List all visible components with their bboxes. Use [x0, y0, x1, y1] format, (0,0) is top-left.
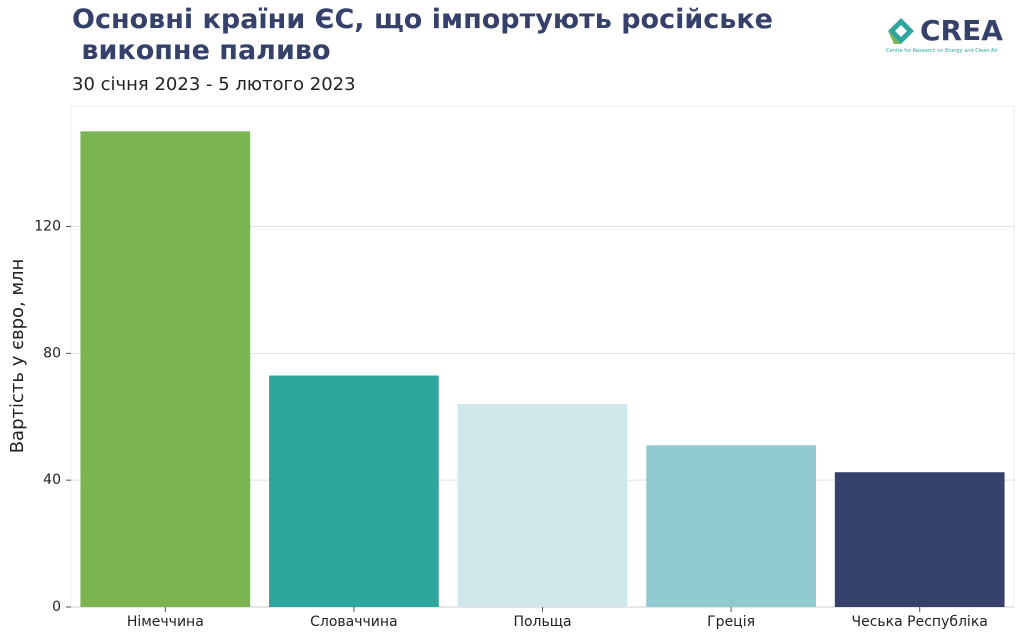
- logo-subtitle: Centre for Research on Energy and Clean …: [886, 48, 998, 54]
- chart-subtitle: 30 січня 2023 - 5 лютого 2023: [72, 74, 356, 95]
- x-tick-label: Німеччина: [127, 614, 204, 630]
- x-tick-label: Греція: [707, 614, 755, 630]
- y-tick-label: 80: [43, 345, 61, 361]
- bar: [646, 445, 816, 607]
- bar: [457, 404, 628, 607]
- y-tick-label: 40: [43, 472, 61, 488]
- bar: [834, 472, 1005, 607]
- chart-title: Основні країни ЄС, що імпортують російсь…: [72, 4, 773, 66]
- x-tick-label: Словаччина: [310, 614, 398, 630]
- x-tick-label: Чеська Республіка: [852, 614, 988, 630]
- y-tick-label: 120: [34, 218, 61, 234]
- logo-name: CREA: [920, 14, 1003, 47]
- logo-icon: [888, 18, 914, 44]
- x-tick-label: Польща: [513, 614, 571, 630]
- bar: [80, 131, 251, 607]
- bar: [269, 375, 439, 607]
- y-axis-label: Вартість у євро, млн: [7, 259, 28, 454]
- y-tick-label: 0: [52, 599, 61, 615]
